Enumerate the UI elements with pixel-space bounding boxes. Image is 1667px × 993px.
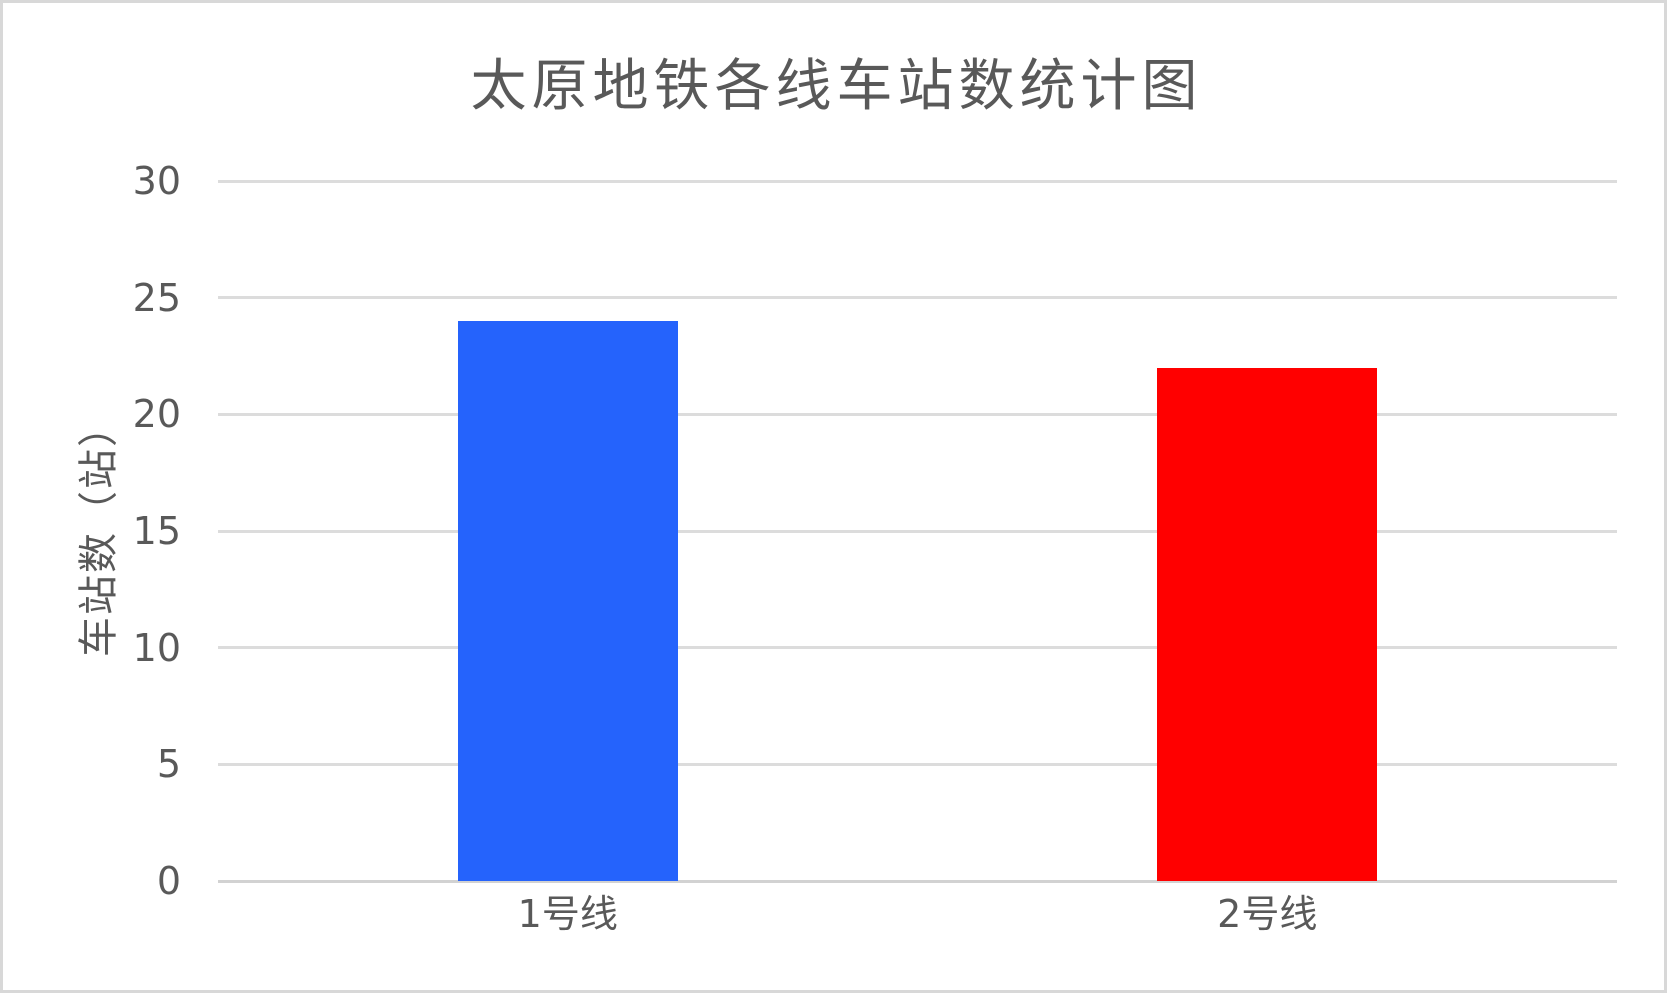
gridline-15 <box>218 529 1617 533</box>
x-axis-line <box>218 879 1617 883</box>
x-category-label-2: 2号线 <box>1217 892 1318 936</box>
gridline-20 <box>218 412 1617 416</box>
y-tick-label-30: 30 <box>132 159 181 203</box>
y-tick-label-10: 10 <box>132 625 181 670</box>
gridline-30 <box>218 179 1617 183</box>
gridline-5 <box>218 762 1617 766</box>
plot-area <box>218 179 1617 883</box>
y-tick-label-25: 25 <box>132 275 181 320</box>
gridline-10 <box>218 646 1617 650</box>
chart-title: 太原地铁各线车站数统计图 <box>470 54 1203 119</box>
y-tick-label-5: 5 <box>156 742 181 787</box>
y-tick-label-15: 15 <box>132 509 181 553</box>
bar-2 <box>1157 367 1378 881</box>
x-category-label-1: 1号线 <box>517 892 618 936</box>
y-tick-label-20: 20 <box>132 392 181 437</box>
gridline-25 <box>218 296 1617 300</box>
bar-1 <box>457 321 678 881</box>
y-tick-label-0: 0 <box>156 859 181 903</box>
